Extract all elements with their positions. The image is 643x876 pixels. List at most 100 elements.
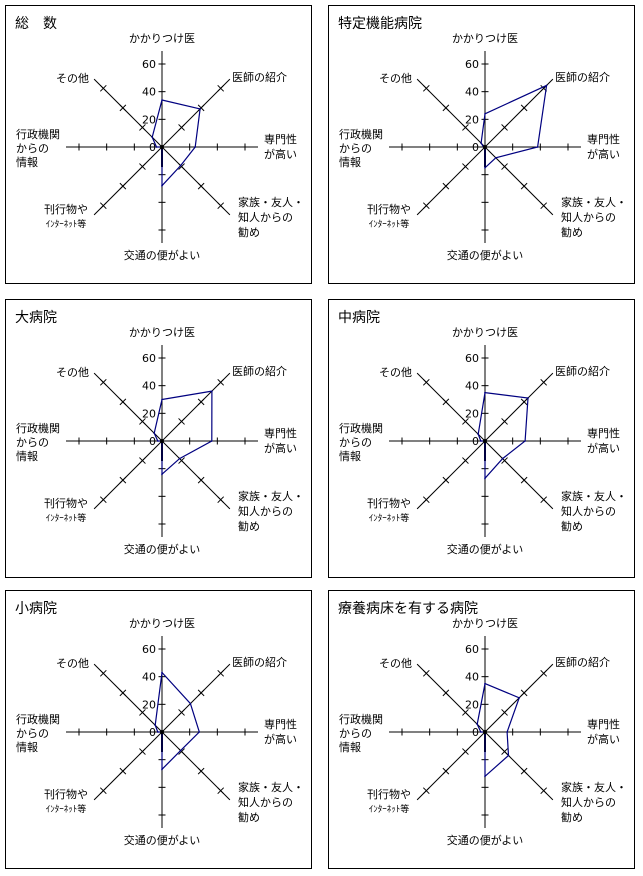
axis-label-government-info: 情報 — [16, 156, 38, 169]
axis-label-other: その他 — [56, 657, 89, 670]
axis-label-government-info: 情報 — [16, 450, 38, 463]
chart-title: 特定機能病院 — [338, 16, 422, 32]
scale-label: 40 — [142, 671, 156, 684]
axis-label-government-info: からの — [339, 436, 372, 449]
axis-tick — [520, 476, 528, 484]
axis-tick — [462, 163, 469, 170]
data-point — [524, 440, 526, 442]
data-point — [518, 696, 521, 699]
axis-tick — [501, 163, 508, 170]
axis-label-family-friend-recommendation: 家族・友人・ — [238, 489, 304, 503]
axis-label-convenient-access: 交通の便がよい — [124, 542, 200, 556]
scale-label: 20 — [465, 698, 479, 711]
data-point — [161, 768, 163, 771]
axis-tick — [501, 124, 508, 131]
axis-tick — [217, 496, 225, 504]
data-point — [211, 390, 213, 392]
data-point — [477, 433, 479, 435]
radar-panel: 療養病床を有する病院 かかりつけ医 医師の紹介 専門性 が高い 家族・友人・ 知人からの 勧め… — [328, 590, 635, 869]
scale-label: 20 — [465, 113, 479, 126]
scale-label: 40 — [142, 86, 156, 99]
axis-tick — [501, 418, 508, 425]
axis-label-other: その他 — [379, 366, 412, 379]
axis-tick — [197, 398, 205, 406]
axis-tick — [178, 457, 185, 464]
axis-tick — [99, 496, 107, 504]
axis-tick — [540, 378, 548, 386]
center-point — [483, 439, 487, 443]
axis-label-government-info: 行政機関 — [339, 712, 383, 726]
axis-label-doctor-referral: 医師の紹介 — [555, 365, 610, 378]
axis-label-family-friend-recommendation: 家族・友人・ — [561, 489, 627, 503]
data-point — [211, 440, 213, 442]
axis-tick — [178, 418, 185, 425]
axis-label-other: その他 — [56, 366, 89, 379]
axis-label-publications-internet: ｲﾝﾀｰﾈｯﾄ等 — [369, 218, 410, 230]
chart-title: 小病院 — [15, 601, 57, 617]
scale-label: 40 — [465, 671, 479, 684]
data-point — [199, 108, 201, 110]
radar-panel: 特定機能病院 かかりつけ医 医師の紹介 専門性 が高い 家族・友人・ 知人からの 勧め 交通の便… — [328, 5, 635, 284]
axis-tick — [422, 202, 430, 210]
axis-tick — [540, 202, 548, 210]
radar-panel: 総 数かかりつけ医 医師の紹介 専門性 が高い 家族・友人・ 知人からの 勧め 交通の便がよい… — [5, 5, 312, 284]
scale-label: 0 — [472, 141, 479, 154]
axis-label-government-info: からの — [16, 142, 49, 155]
axis-label-high-expertise: が高い — [264, 441, 297, 455]
axis-label-high-expertise: 専門性 — [264, 132, 297, 146]
scale-label: 0 — [149, 435, 156, 448]
data-point — [198, 731, 201, 733]
axis-label-doctor-referral: 医師の紹介 — [555, 656, 610, 669]
data-point — [155, 146, 158, 148]
axis-tick — [99, 787, 107, 795]
data-point — [157, 440, 159, 442]
chart-title: 療養病床を有する病院 — [338, 601, 478, 617]
axis-label-family-doctor: かかりつけ医 — [129, 326, 195, 339]
scale-label: 0 — [472, 435, 479, 448]
axis-label-government-info: 行政機関 — [16, 421, 60, 435]
scale-label: 20 — [465, 407, 479, 420]
axis-label-high-expertise: 専門性 — [264, 717, 297, 731]
axis-label-government-info: 情報 — [339, 156, 361, 169]
data-point — [506, 731, 508, 733]
data-point — [536, 146, 539, 148]
axis-tick — [520, 182, 528, 190]
axis-tick — [119, 767, 127, 775]
axis-tick — [540, 496, 548, 504]
axis-label-high-expertise: 専門性 — [264, 426, 297, 440]
scale-label: 60 — [465, 643, 479, 656]
center-point — [483, 145, 487, 149]
axis-tick — [520, 767, 528, 775]
chart-title: 大病院 — [15, 310, 57, 326]
axis-label-publications-internet: 刊行物や — [367, 787, 411, 801]
data-point — [194, 146, 196, 148]
data-point — [484, 682, 486, 685]
axis-tick — [462, 748, 469, 755]
axis-tick — [99, 202, 107, 210]
data-point — [151, 136, 154, 139]
data-point — [161, 473, 163, 475]
axis-label-other: その他 — [379, 72, 412, 85]
axis-tick — [178, 709, 185, 716]
axis-label-family-friend-recommendation: 勧め — [238, 810, 260, 824]
axis-label-government-info: 行政機関 — [339, 127, 383, 141]
axis-tick — [99, 84, 107, 92]
axis-label-government-info: 行政機関 — [339, 421, 383, 435]
data-point — [494, 156, 497, 159]
axis-label-family-friend-recommendation: 家族・友人・ — [561, 780, 627, 794]
axis-label-family-friend-recommendation: 勧め — [561, 519, 583, 533]
axis-tick — [139, 418, 146, 425]
axis-tick — [217, 787, 225, 795]
axis-label-government-info: 行政機関 — [16, 712, 60, 726]
axis-label-doctor-referral: 医師の紹介 — [232, 71, 287, 84]
data-point — [484, 775, 486, 778]
axis-label-high-expertise: が高い — [587, 441, 620, 455]
data-point — [480, 731, 482, 733]
axis-tick — [139, 163, 146, 170]
data-point — [178, 457, 181, 460]
scale-label: 0 — [472, 726, 479, 739]
axis-label-doctor-referral: 医師の紹介 — [232, 656, 287, 669]
